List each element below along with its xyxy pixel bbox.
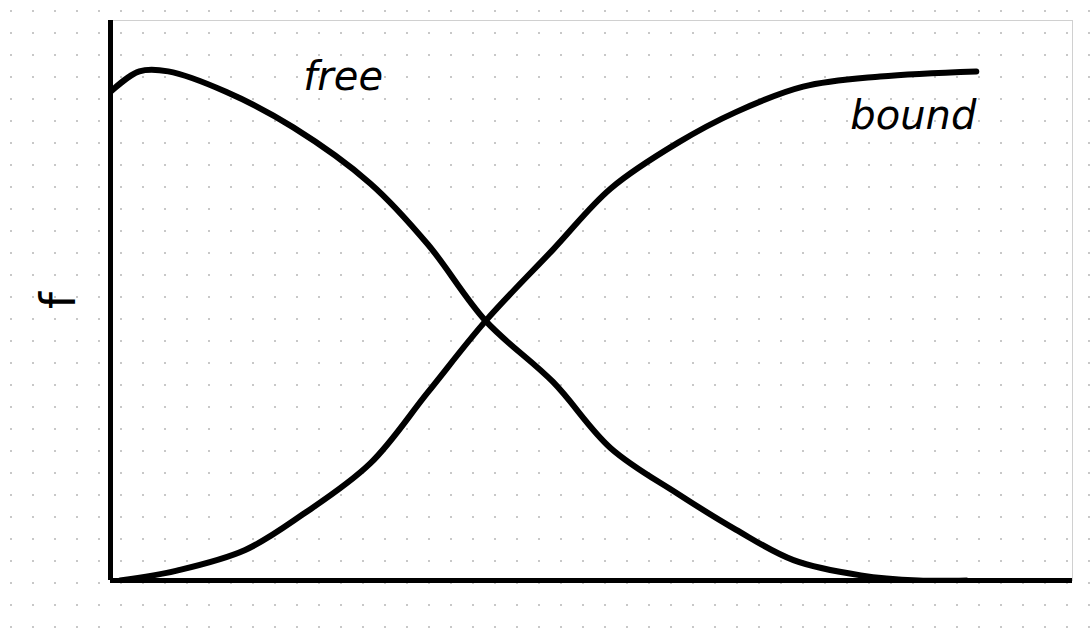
svg-text:f: f	[30, 291, 86, 309]
svg-text:free: free	[303, 53, 383, 99]
svg-text:bound: bound	[850, 92, 977, 138]
